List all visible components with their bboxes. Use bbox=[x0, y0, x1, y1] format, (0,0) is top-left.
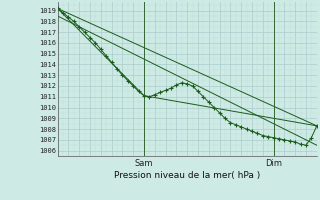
X-axis label: Pression niveau de la mer( hPa ): Pression niveau de la mer( hPa ) bbox=[114, 171, 260, 180]
